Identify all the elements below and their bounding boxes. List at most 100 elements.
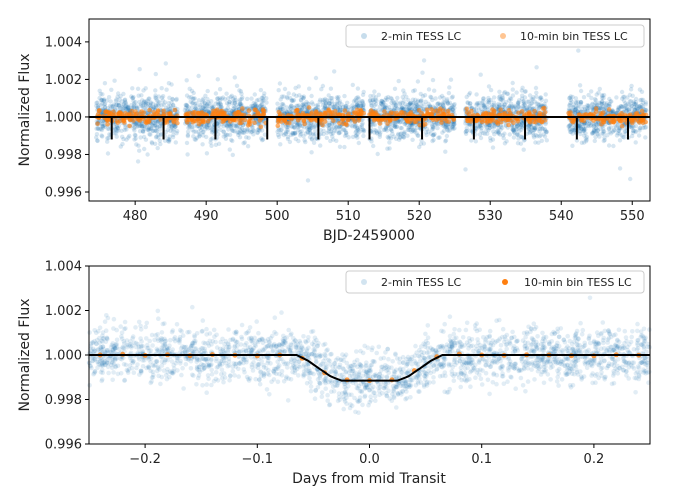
flux-point-2min <box>297 93 302 98</box>
flux-point-2min <box>229 127 234 132</box>
flux-point-2min <box>209 99 214 104</box>
flux-point-10min-bin <box>153 111 158 117</box>
flux-point-2min <box>324 130 330 135</box>
flux-point-2min <box>159 86 164 91</box>
flux-point-2min <box>187 95 192 100</box>
flux-point-2min <box>361 129 366 134</box>
flux-point-2min <box>143 101 149 106</box>
flux-point-2min <box>101 98 106 103</box>
flux-point-2min <box>166 139 172 144</box>
flux-point-2min <box>232 75 237 80</box>
flux-point-2min <box>126 105 131 111</box>
flux-point-2min <box>255 130 260 136</box>
flux-point-2min <box>599 99 605 104</box>
flux-point-10min-bin <box>419 110 424 116</box>
flux-point-2min <box>586 103 591 109</box>
flux-point-2min <box>112 78 117 83</box>
flux-point-10min-bin <box>246 123 251 128</box>
flux-point-2min <box>286 91 291 96</box>
flux-point-2min <box>491 95 497 100</box>
flux-point-2min <box>224 123 229 128</box>
flux-point-2min <box>446 90 452 96</box>
flux-point-2min <box>157 124 163 129</box>
flux-point-2min <box>114 124 120 129</box>
flux-point-2min <box>94 100 99 106</box>
flux-point-2min <box>101 123 106 128</box>
flux-point-2min <box>167 107 172 112</box>
flux-point-10min-bin <box>506 122 511 128</box>
flux-point-2min <box>410 137 415 142</box>
flux-point-2min <box>129 102 134 108</box>
flux-point-2min <box>163 129 168 135</box>
flux-point-2min <box>377 125 383 130</box>
flux-point-2min <box>220 95 226 100</box>
phase-point-2min <box>308 384 314 389</box>
flux-point-2min <box>132 101 137 106</box>
flux-point-2min <box>242 140 247 145</box>
flux-point-2min <box>186 125 191 130</box>
flux-point-2min <box>589 89 594 94</box>
flux-point-2min <box>543 92 548 97</box>
top-legend-label-2min: 2-min TESS LC <box>381 30 461 43</box>
flux-point-2min <box>201 129 206 135</box>
flux-point-2min <box>332 69 337 74</box>
flux-point-2min <box>99 123 105 129</box>
flux-point-2min <box>134 105 140 111</box>
flux-point-2min <box>432 131 437 137</box>
flux-point-2min <box>232 105 238 110</box>
flux-point-2min <box>538 133 543 138</box>
flux-point-2min <box>337 144 343 149</box>
top-legend-marker-10min <box>500 33 506 39</box>
x-tick-label: 480 <box>123 209 148 224</box>
flux-point-10min-bin <box>606 107 612 112</box>
flux-point-2min <box>114 102 119 108</box>
flux-point-2min <box>163 105 169 111</box>
flux-point-10min-bin <box>391 110 396 116</box>
flux-point-10min-bin <box>139 109 144 114</box>
flux-point-2min <box>138 102 144 107</box>
flux-point-2min <box>95 126 101 131</box>
flux-point-2min <box>481 96 486 101</box>
flux-point-2min <box>210 136 215 141</box>
flux-point-10min-bin <box>437 106 443 112</box>
flux-point-2min <box>251 128 256 134</box>
flux-point-2min <box>228 124 233 129</box>
flux-point-2min <box>203 93 208 99</box>
flux-point-2min <box>205 122 210 127</box>
flux-point-2min <box>215 131 221 137</box>
flux-point-2min <box>544 138 549 143</box>
flux-point-2min <box>488 87 494 93</box>
flux-point-2min <box>640 97 646 103</box>
flux-point-2min <box>288 106 293 111</box>
flux-point-2min <box>206 126 211 131</box>
flux-point-2min <box>278 105 283 111</box>
flux-point-2min <box>192 101 197 107</box>
flux-point-2min <box>217 101 222 106</box>
flux-point-2min <box>351 99 357 104</box>
flux-point-2min <box>199 125 205 131</box>
flux-point-2min <box>586 92 591 98</box>
flux-point-2min <box>100 121 105 127</box>
flux-point-2min <box>515 102 521 107</box>
flux-point-2min <box>327 120 332 125</box>
flux-point-2min <box>342 144 347 150</box>
flux-point-2min <box>581 133 587 138</box>
flux-point-10min-bin <box>337 121 342 126</box>
flux-point-2min <box>248 130 253 135</box>
flux-point-2min <box>343 130 349 135</box>
flux-point-2min <box>203 107 208 112</box>
flux-point-2min <box>578 125 584 131</box>
flux-point-2min <box>166 81 172 86</box>
flux-point-2min <box>191 134 196 139</box>
flux-point-2min <box>159 131 164 136</box>
flux-point-2min <box>490 137 496 142</box>
flux-point-2min <box>606 126 612 132</box>
flux-point-2min <box>643 102 648 107</box>
flux-point-2min <box>120 103 126 108</box>
flux-point-2min <box>185 106 190 112</box>
flux-point-2min <box>236 130 241 135</box>
flux-point-10min-bin <box>425 111 430 117</box>
flux-point-2min <box>222 97 228 102</box>
flux-point-10min-bin <box>260 107 266 112</box>
flux-point-2min <box>505 91 510 96</box>
